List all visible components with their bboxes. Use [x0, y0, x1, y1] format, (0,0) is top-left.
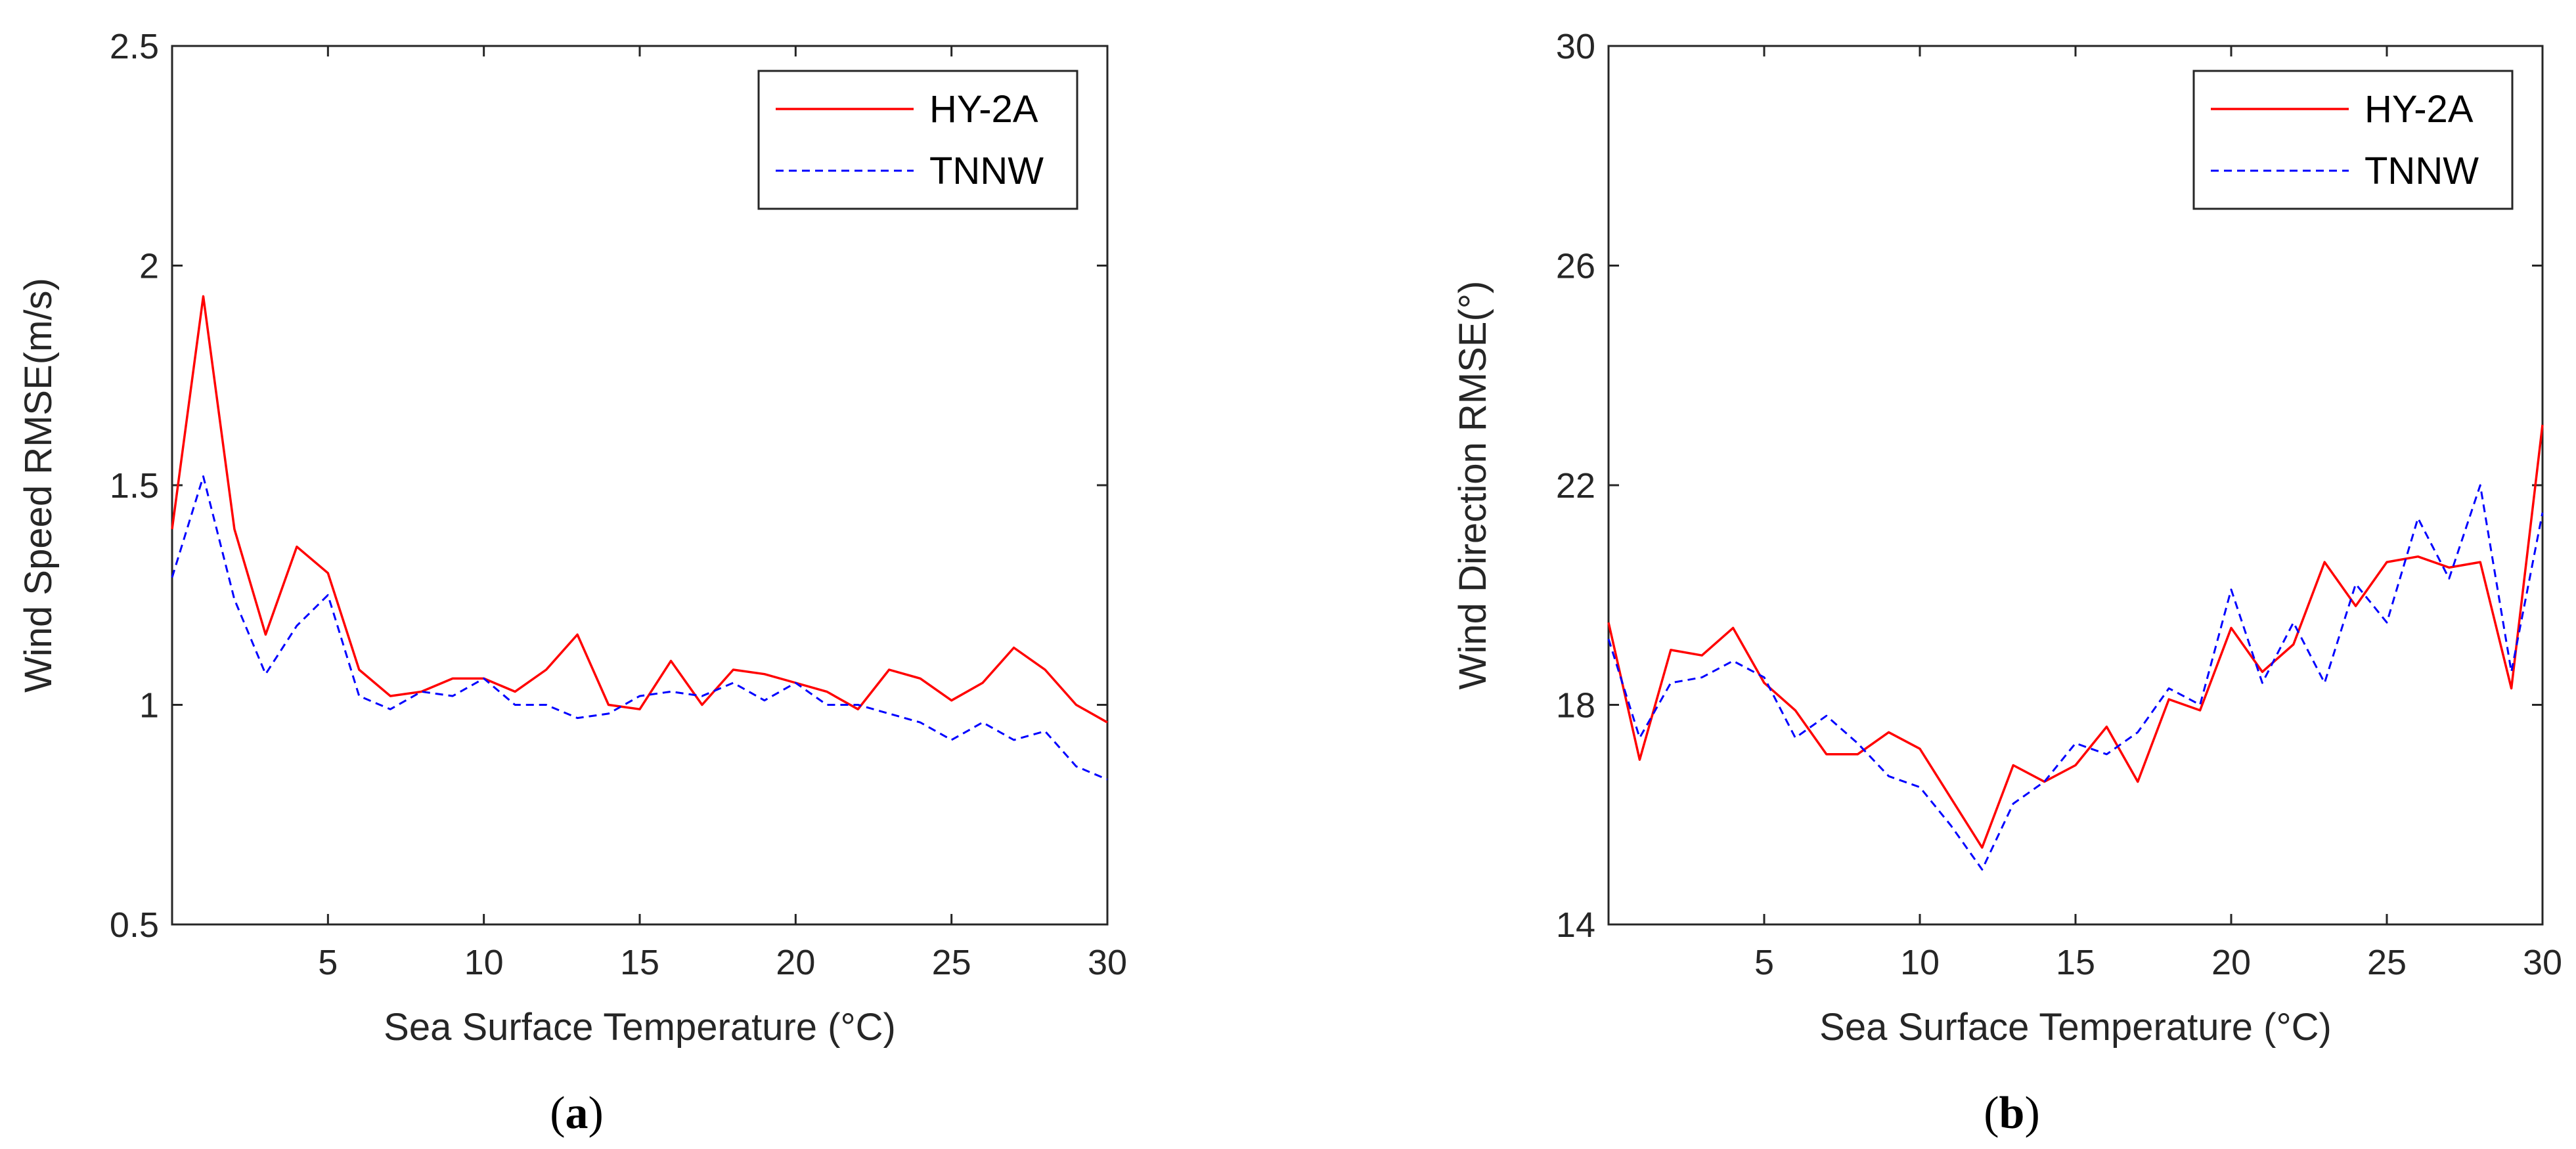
x-tick-label: 25: [932, 943, 971, 982]
x-tick-label: 5: [318, 943, 338, 982]
x-tick-label: 10: [464, 943, 504, 982]
y-tick-label: 30: [1556, 27, 1595, 66]
y-tick-label: 14: [1556, 905, 1595, 945]
y-tick-label: 1.5: [110, 466, 159, 506]
panel-label: (a): [550, 1088, 604, 1138]
panel-label-open: (: [550, 1088, 565, 1138]
y-tick-label: 1: [139, 686, 159, 726]
panel-a: 5 10 15 20 25 30 0.5 1 1.5 2 2.5 Sea Surface Temper…: [17, 27, 1127, 1138]
panel-label-open: (: [1984, 1088, 1999, 1138]
legend-label-hy-2a: HY-2A: [929, 88, 1038, 131]
legend-box: [2192, 70, 2514, 210]
legend: HY-2A TNNW: [757, 70, 1078, 210]
legend-label-tnnw: TNNW: [929, 150, 1044, 192]
y-tick-label: 0.5: [110, 905, 159, 945]
series-line-hy-2a: [1607, 424, 2544, 849]
legend-label-hy-2a: HY-2A: [2365, 88, 2474, 131]
series-line-hy-2a: [171, 295, 1108, 724]
panel-label: (b): [1984, 1088, 2040, 1138]
legend-box: [757, 70, 1078, 210]
legend: HY-2A TNNW: [2192, 70, 2514, 210]
x-tick-label: 30: [1088, 943, 1127, 982]
x-tick-label: 30: [2523, 943, 2562, 982]
y-axis-label: Wind Speed RMSE(m/s): [17, 278, 60, 693]
x-tick-label: 20: [2211, 943, 2251, 982]
x-tick-label: 20: [776, 943, 815, 982]
x-axis-label: Sea Surface Temperature (°C): [384, 1006, 896, 1049]
y-axis-label: Wind Direction RMSE(°): [1452, 281, 1494, 690]
y-tick-label: 2.5: [110, 27, 159, 66]
panel-label-close: ): [588, 1088, 604, 1138]
panel-label-close: ): [2024, 1088, 2039, 1138]
legend-label-tnnw: TNNW: [2365, 150, 2479, 192]
x-tick-label: 15: [2056, 943, 2095, 982]
x-tick-label: 5: [1754, 943, 1774, 982]
panel-b: 5 10 15 20 25 30 14 18 22 26 30 Sea Surface Tempera…: [1452, 27, 2562, 1138]
y-tick-label: 2: [139, 247, 159, 286]
series-line-tnnw: [171, 475, 1108, 781]
x-tick-label: 25: [2367, 943, 2407, 982]
y-tick-label: 22: [1556, 466, 1595, 506]
x-tick-label: 15: [620, 943, 659, 982]
panel-label-letter: a: [566, 1088, 588, 1138]
x-tick-label: 10: [1900, 943, 1940, 982]
y-tick-label: 26: [1556, 247, 1595, 286]
x-axis-label: Sea Surface Temperature (°C): [1819, 1006, 2332, 1049]
series-line-tnnw: [1607, 484, 2544, 871]
panel-label-letter: b: [1999, 1088, 2025, 1138]
y-tick-label: 18: [1556, 686, 1595, 726]
